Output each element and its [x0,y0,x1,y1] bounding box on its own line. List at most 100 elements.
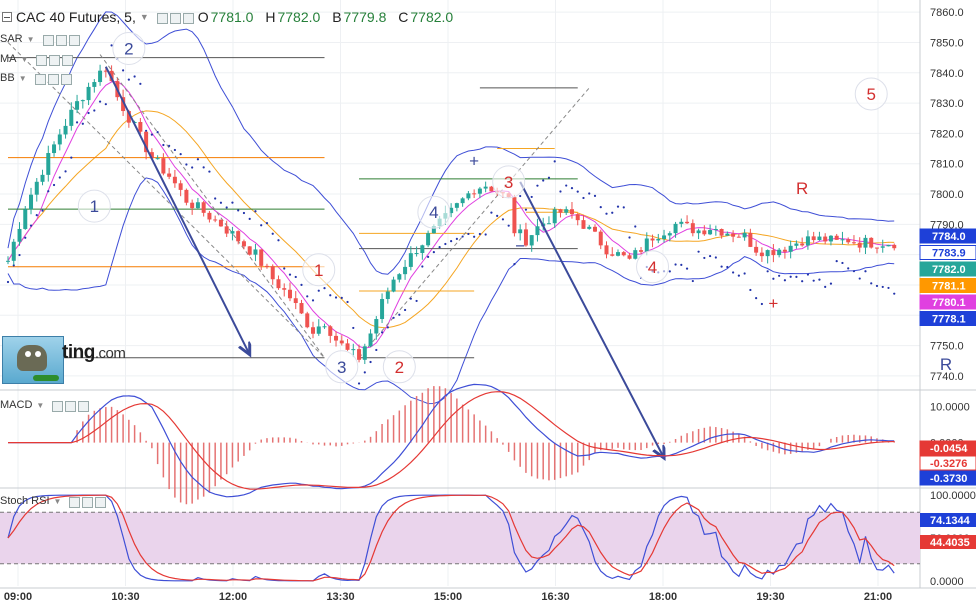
eye-icon[interactable] [156,12,168,24]
sar-dot [875,284,879,288]
sar-dot [323,286,326,290]
sar-dot [93,109,96,112]
eye-icon[interactable] [34,73,46,85]
close-icon[interactable] [95,496,107,508]
sar-dot [622,206,625,209]
wave-label: + [469,152,479,171]
price-tick-label: 7740.0 [930,371,964,383]
sar-dot [35,214,38,217]
close-icon[interactable] [78,400,90,412]
bollinger-upper-band [7,11,895,275]
sar-dot [357,382,361,385]
settings-icon[interactable] [49,54,61,66]
sar-dot [789,275,792,278]
sar-dot [81,122,84,125]
wave-label: 4 [429,203,438,222]
price-label-box [919,261,976,277]
indicator-ma[interactable]: MA ▼ [0,52,74,66]
macd-line [8,383,895,498]
chevron-down-icon[interactable]: ▼ [20,54,29,64]
chevron-down-icon[interactable]: ▼ [36,400,45,410]
sar-dot [231,201,234,204]
close-value: 7782.0 [410,9,454,25]
wave-label: − [515,237,525,256]
chevron-down-icon[interactable]: ▼ [139,12,149,22]
sar-dot [352,326,355,330]
sar-dot [202,166,205,169]
candle-body [408,253,413,267]
candle-body [149,152,154,159]
sar-dot [507,224,510,227]
sar-dot [185,163,188,166]
time-tick-label: 09:00 [4,591,32,603]
chevron-down-icon[interactable]: ▼ [26,34,35,44]
sar-dot [237,209,240,212]
macd-pane-legend[interactable]: MACD ▼ [0,398,90,412]
price-label-box [919,294,976,310]
macd-label-value: -0.3730 [930,473,967,485]
close-icon[interactable] [62,54,74,66]
candle-body [17,228,22,242]
settings-icon[interactable] [169,12,181,24]
candle-body [385,291,390,300]
sar-dot [801,280,804,283]
sar-dot [283,267,286,270]
indicator-label: SAR [0,33,23,45]
sar-dot [260,224,263,227]
wave-label-circle [492,165,526,199]
sar-dot [605,212,608,215]
candle-body [708,230,713,235]
settings-icon[interactable] [47,73,59,85]
sar-dot [409,297,412,300]
indicator-sar[interactable]: SAR ▼ [0,32,80,46]
indicator-label: MA [0,53,17,65]
stoch-tick-label: 0.0000 [930,576,964,588]
wave-label: R [796,179,808,198]
macd-signal-line [8,391,895,490]
candle-body [431,226,436,234]
collapse-icon[interactable] [2,12,12,22]
sar-dot [760,302,763,306]
symbol-title[interactable]: CAC 40 Futures, 5, [16,9,136,25]
stoch-pane-legend[interactable]: Stoch RSI ▼ [0,494,107,508]
sar-dot [29,224,33,227]
sar-dot [749,288,752,292]
macd-label-box [919,455,976,471]
eye-icon[interactable] [52,400,64,412]
eye-icon[interactable] [42,34,54,46]
sar-dot [277,239,280,242]
close-icon[interactable] [182,12,194,24]
settings-icon[interactable] [55,34,67,46]
wave-label-circle [77,189,111,223]
candle-body [742,232,747,238]
candle-body [230,231,235,234]
trend-arrow [104,66,250,355]
settings-icon[interactable] [82,496,94,508]
sar-dot [346,300,349,304]
sar-dot [139,82,142,85]
chevron-down-icon[interactable]: ▼ [53,496,62,506]
macd-label-value: -0.3276 [930,458,967,470]
wave-label: R [940,355,952,374]
close-icon[interactable] [68,34,80,46]
sar-dot [835,259,838,263]
settings-icon[interactable] [65,400,77,412]
sar-dot [593,194,597,197]
sar-dot [52,183,56,187]
sar-dot [386,326,389,329]
sar-dot [881,285,884,289]
candle-body [886,244,891,247]
close-icon[interactable] [60,73,72,85]
eye-icon[interactable] [69,496,81,508]
candle-body [592,226,597,232]
sar-dot [852,270,856,273]
eye-icon[interactable] [36,54,48,66]
indicator-bb[interactable]: BB ▼ [0,71,72,85]
sar-dot [6,280,10,284]
sar-dot [542,179,545,182]
candle-body [512,197,517,234]
candle-body [754,246,759,253]
price-label-value: 7784.0 [932,231,966,243]
chevron-down-icon[interactable]: ▼ [18,73,27,83]
